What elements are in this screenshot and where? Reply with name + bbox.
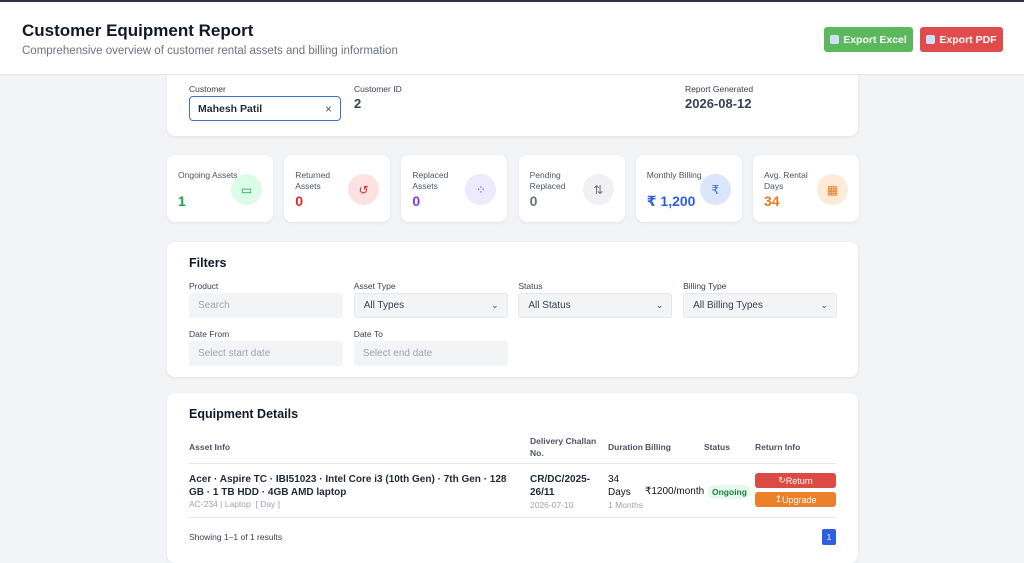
chevron: ⌄ xyxy=(820,300,829,310)
input-text: Select end date xyxy=(362,348,433,359)
stat-card: Ongoing Assets 1 ▭ xyxy=(167,155,273,222)
stat-card: Avg. Rental Days 34 ▦ xyxy=(753,155,859,222)
filter-label: Date From xyxy=(189,329,230,339)
filter-label: Status xyxy=(518,281,543,291)
pagination-info: Showing 1–1 of 1 results xyxy=(189,532,283,542)
status-badge: Ongoing xyxy=(708,485,751,499)
stat-label: Replaced Assets xyxy=(412,170,449,191)
billing: ₹1200/month xyxy=(645,486,705,497)
label: Customer xyxy=(189,84,226,94)
input-text: All Billing Types xyxy=(693,300,763,311)
section-title: Equipment Details xyxy=(189,407,299,421)
stat-card: Returned Assets 0 ↺ xyxy=(284,155,391,222)
section-title: Filters xyxy=(189,256,227,270)
stat-label: Avg. Rental Days xyxy=(764,170,808,191)
chevron: ⌄ xyxy=(655,300,664,310)
button-label: Export PDF xyxy=(939,33,997,46)
stat-value: 34 xyxy=(764,193,780,209)
column-header: Delivery Challan No. xyxy=(530,436,597,458)
stat-label: Ongoing Assets xyxy=(178,170,238,180)
column-header: Billing xyxy=(645,442,671,452)
icon xyxy=(926,35,936,44)
stat-icon: ⇅ xyxy=(582,174,614,205)
stat-label: Pending Replaced xyxy=(529,170,566,191)
label: Report Generated xyxy=(685,84,754,94)
value: 2 xyxy=(354,96,362,111)
challan: CR/DC/2025-26/11 xyxy=(530,474,591,498)
column-header: Duration xyxy=(608,442,643,452)
value: 2026-08-12 xyxy=(685,96,752,111)
input-text: Select start date xyxy=(198,348,271,359)
export-excel-button[interactable]: Export Excel xyxy=(824,27,913,52)
return-button[interactable]: ↻ Return xyxy=(755,473,836,488)
header: Customer Equipment Report Comprehensive … xyxy=(0,2,1024,75)
icon xyxy=(830,35,840,44)
stat-icon: ▦ xyxy=(817,174,848,205)
export-pdf-button[interactable]: Export PDF xyxy=(920,27,1003,52)
filter-label: Billing Type xyxy=(683,281,727,291)
filter-select[interactable]: All Types ⌄ xyxy=(353,293,508,318)
stat-icon: ↺ xyxy=(348,174,380,205)
label: Customer ID xyxy=(354,84,402,94)
filter-label: Product xyxy=(189,281,219,291)
input-text: All Types xyxy=(363,300,405,311)
filter-select[interactable]: All Status ⌄ xyxy=(518,293,673,318)
column-header: Asset Info xyxy=(189,442,231,452)
stat-label: Returned Assets xyxy=(295,170,331,191)
filter-select[interactable]: All Billing Types ⌄ xyxy=(683,293,838,318)
asset-info: Acer · Aspire TC · IBI51023 · Intel Core… xyxy=(189,474,507,498)
filter-input[interactable]: Select end date xyxy=(353,341,508,366)
column-header: Status xyxy=(704,442,730,452)
stat-value: 0 xyxy=(295,193,303,209)
input-text: All Status xyxy=(528,300,571,311)
duration-sub: 1 Months xyxy=(608,500,643,510)
button-label: Export Excel xyxy=(843,33,907,46)
page-subtitle: Comprehensive overview of customer renta… xyxy=(22,45,398,57)
customer-input[interactable]: Mahesh Patil × xyxy=(189,96,341,121)
asset-sub: AC-234 | Laptop [ Day ] xyxy=(189,499,281,509)
clear-icon[interactable]: × xyxy=(324,102,332,116)
stat-value: 1 xyxy=(178,193,186,209)
stat-card: Replaced Assets 0 ⁘ xyxy=(401,155,508,222)
stat-card: Monthly Billing ₹ 1,200 ₹ xyxy=(635,155,742,222)
upgrade-button[interactable]: ↥ Upgrade xyxy=(755,492,836,507)
filter-input[interactable]: Search xyxy=(189,293,343,318)
filter-label: Asset Type xyxy=(353,281,396,291)
filters-card: Filters Product Search Asset Type All Types… xyxy=(167,242,858,377)
top-bar xyxy=(0,0,1024,2)
duration: 34 Days xyxy=(608,474,631,498)
column-header: Return Info xyxy=(755,442,801,452)
input-text: Search xyxy=(198,300,230,311)
divider xyxy=(189,463,836,464)
stat-value: 0 xyxy=(412,193,421,209)
stat-icon: ▭ xyxy=(231,174,262,205)
chevron: ⌄ xyxy=(491,300,499,310)
stat-icon: ⁘ xyxy=(465,174,497,205)
stat-label: Monthly Billing xyxy=(646,170,702,180)
button-label: Return xyxy=(785,475,813,486)
stat-value: ₹ 1,200 xyxy=(646,193,696,209)
filter-input[interactable]: Select start date xyxy=(189,341,343,366)
stat-card: Pending Replaced 0 ⇅ xyxy=(518,155,625,222)
challan-date: 2026-07-10 xyxy=(530,500,574,510)
input-value: Mahesh Patil xyxy=(198,103,263,115)
divider xyxy=(189,517,836,518)
stat-icon: ₹ xyxy=(699,174,731,205)
filter-label: Date To xyxy=(353,329,383,339)
equipment-card: Equipment Details Asset Info Delivery Ch… xyxy=(167,393,858,563)
stat-value: 0 xyxy=(529,193,538,209)
page-button[interactable]: 1 xyxy=(822,529,836,545)
page-title: Customer Equipment Report xyxy=(22,21,254,40)
button-label: Upgrade xyxy=(782,494,817,505)
